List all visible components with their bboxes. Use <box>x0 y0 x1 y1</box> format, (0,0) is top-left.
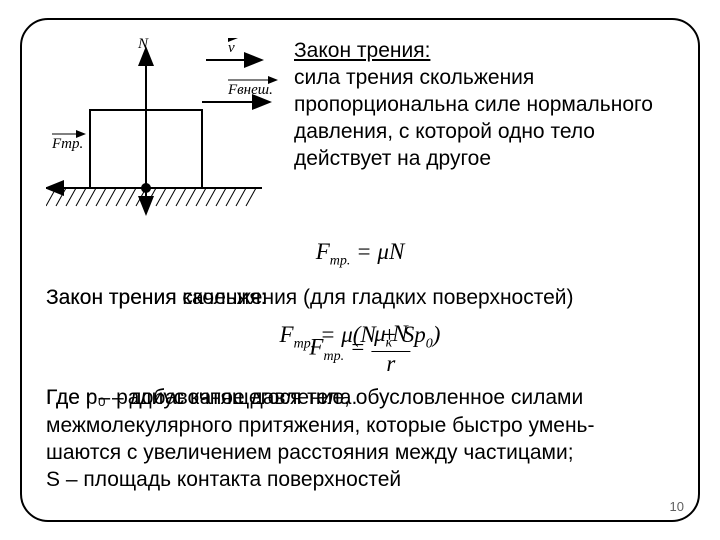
top-row: Nv Fвнеш. Fтр. Закон трения: сила трения с… <box>46 38 674 223</box>
mid-heading: Закон трения скольжения (для гладких пов… <box>46 284 674 312</box>
bottom-paragraph: Где p₀ – добавочное давление, обусловлен… <box>46 384 674 494</box>
slide: Nv Fвнеш. Fтр. Закон трения: сила трения с… <box>0 0 720 540</box>
content-panel: Nv Fвнеш. Fтр. Закон трения: сила трения с… <box>20 18 700 522</box>
formula-2: Fтр. = μ(N + Sp0) Fтр. = μкNr <box>46 322 674 368</box>
force-diagram: Nv Fвнеш. Fтр. <box>46 38 278 223</box>
intro-text: Закон трения: сила трения скольжения про… <box>294 38 674 172</box>
bottom-line-b: Где r – радиус катящегося тела. <box>46 384 357 411</box>
svg-text:Fвнеш.: Fвнеш. <box>227 82 273 98</box>
svg-text:Fтр.: Fтр. <box>51 136 83 152</box>
formula-1: Fтр. = μN <box>46 239 674 270</box>
page-number: 10 <box>670 499 684 514</box>
mid-line-b: Закон трения качения: <box>46 284 266 311</box>
svg-text:v: v <box>228 40 235 56</box>
law-intro: сила трения скольжения пропорциональна с… <box>294 66 653 170</box>
law-title: Закон трения: <box>294 39 430 62</box>
svg-text:N: N <box>137 38 149 52</box>
bottom-rest: межмолекулярного притяжения, которые быс… <box>46 412 674 494</box>
